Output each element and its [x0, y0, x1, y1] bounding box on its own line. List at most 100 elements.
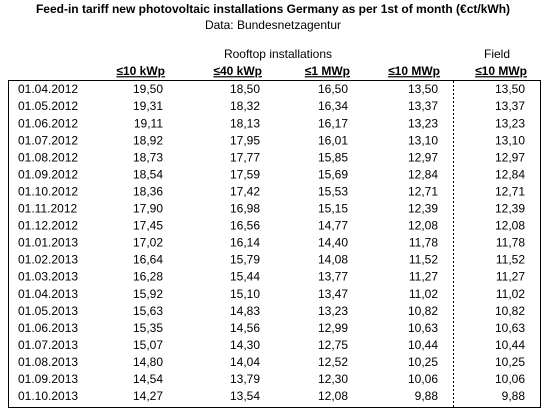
value-cell: 12,75 — [318, 338, 348, 352]
value-cell: 17,59 — [230, 167, 260, 181]
date-cell: 01.08.2013 — [18, 355, 78, 369]
group-header: Rooftop installations — [224, 47, 332, 61]
value-cell: 10,25 — [495, 355, 525, 369]
value-cell: 16,01 — [318, 133, 348, 147]
value-cell: 11,52 — [409, 253, 438, 267]
value-cell: 14,27 — [133, 389, 163, 403]
date-cell: 01.07.2012 — [18, 133, 78, 147]
value-cell: 16,98 — [230, 202, 260, 216]
value-cell: 15,07 — [133, 338, 163, 352]
value-cell: 17,45 — [133, 219, 163, 233]
value-cell: 16,50 — [318, 82, 348, 96]
value-cell: 12,84 — [495, 167, 525, 181]
value-cell: 10,44 — [408, 338, 438, 352]
value-cell: 13,47 — [318, 287, 348, 301]
value-cell: 13,10 — [408, 133, 438, 147]
value-cell: 17,90 — [133, 202, 163, 216]
value-cell: 12,39 — [408, 202, 438, 216]
date-cell: 01.01.2013 — [18, 236, 78, 250]
value-cell: 13,37 — [495, 99, 525, 113]
value-cell: 17,42 — [230, 184, 260, 198]
value-cell: 9,88 — [415, 389, 439, 403]
date-cell: 01.09.2012 — [18, 167, 78, 181]
value-cell: 15,69 — [318, 167, 348, 181]
value-cell: 12,08 — [408, 219, 438, 233]
value-cell: 16,56 — [230, 219, 260, 233]
value-cell: 11,78 — [409, 236, 438, 250]
value-cell: 15,10 — [230, 287, 260, 301]
date-cell: 01.06.2013 — [18, 321, 78, 335]
value-cell: 12,39 — [495, 202, 525, 216]
value-cell: 10,63 — [495, 321, 525, 335]
value-cell: 13,77 — [318, 270, 348, 284]
value-cell: 10,06 — [495, 372, 525, 386]
value-cell: 16,17 — [318, 116, 348, 130]
value-cell: 12,08 — [495, 219, 525, 233]
value-cell: 12,97 — [495, 150, 525, 164]
value-cell: 18,36 — [133, 184, 163, 198]
value-cell: 14,30 — [230, 338, 260, 352]
value-cell: 16,28 — [133, 270, 163, 284]
value-cell: 14,54 — [133, 372, 163, 386]
value-cell: 12,99 — [318, 321, 348, 335]
column-header: ≤10 kWp — [116, 64, 165, 78]
value-cell: 13,54 — [230, 389, 260, 403]
value-cell: 13,23 — [495, 116, 525, 130]
table-border — [8, 80, 541, 408]
value-cell: 13,37 — [408, 99, 438, 113]
value-cell: 13,50 — [495, 82, 525, 96]
value-cell: 18,73 — [133, 150, 163, 164]
date-cell: 01.05.2012 — [18, 99, 78, 113]
value-cell: 19,31 — [133, 99, 163, 113]
column-header: ≤10 MWp — [388, 64, 440, 78]
value-cell: 15,15 — [318, 202, 348, 216]
value-cell: 18,50 — [230, 82, 260, 96]
value-cell: 12,52 — [318, 355, 348, 369]
subtitle: Data: Bundesnetzagentur — [205, 18, 341, 32]
value-cell: 10,06 — [408, 372, 438, 386]
value-cell: 16,34 — [318, 99, 348, 113]
date-cell: 01.12.2012 — [18, 219, 78, 233]
value-cell: 14,04 — [230, 355, 260, 369]
value-cell: 18,54 — [133, 167, 163, 181]
value-cell: 14,40 — [318, 236, 348, 250]
value-cell: 11,52 — [496, 253, 525, 267]
date-cell: 01.09.2013 — [18, 372, 78, 386]
value-cell: 13,50 — [408, 82, 438, 96]
value-cell: 9,88 — [502, 389, 526, 403]
value-cell: 12,97 — [408, 150, 438, 164]
value-cell: 11,02 — [409, 287, 438, 301]
date-cell: 01.07.2013 — [18, 338, 78, 352]
date-cell: 01.04.2013 — [18, 287, 78, 301]
value-cell: 14,83 — [230, 304, 260, 318]
value-cell: 12,84 — [408, 167, 438, 181]
value-cell: 16,64 — [133, 253, 163, 267]
value-cell: 13,10 — [495, 133, 525, 147]
value-cell: 19,11 — [134, 116, 163, 130]
value-cell: 13,79 — [230, 372, 260, 386]
value-cell: 10,82 — [408, 304, 438, 318]
date-cell: 01.06.2012 — [18, 116, 78, 130]
value-cell: 15,63 — [133, 304, 163, 318]
value-cell: 11,27 — [409, 270, 438, 284]
value-cell: 17,77 — [230, 150, 260, 164]
group-header: Field — [484, 47, 510, 61]
value-cell: 15,35 — [133, 321, 163, 335]
value-cell: 18,92 — [133, 133, 163, 147]
date-cell: 01.05.2013 — [18, 304, 78, 318]
value-cell: 14,80 — [133, 355, 163, 369]
value-cell: 15,79 — [230, 253, 260, 267]
value-cell: 14,56 — [230, 321, 260, 335]
value-cell: 10,63 — [408, 321, 438, 335]
date-cell: 01.10.2013 — [18, 389, 78, 403]
date-cell: 01.03.2013 — [18, 270, 78, 284]
value-cell: 11,27 — [496, 270, 525, 284]
value-cell: 13,23 — [318, 304, 348, 318]
date-cell: 01.04.2012 — [18, 82, 78, 96]
value-cell: 11,78 — [496, 236, 525, 250]
value-cell: 19,50 — [133, 82, 163, 96]
date-cell: 01.02.2013 — [18, 253, 78, 267]
value-cell: 14,77 — [318, 219, 348, 233]
value-cell: 15,85 — [318, 150, 348, 164]
